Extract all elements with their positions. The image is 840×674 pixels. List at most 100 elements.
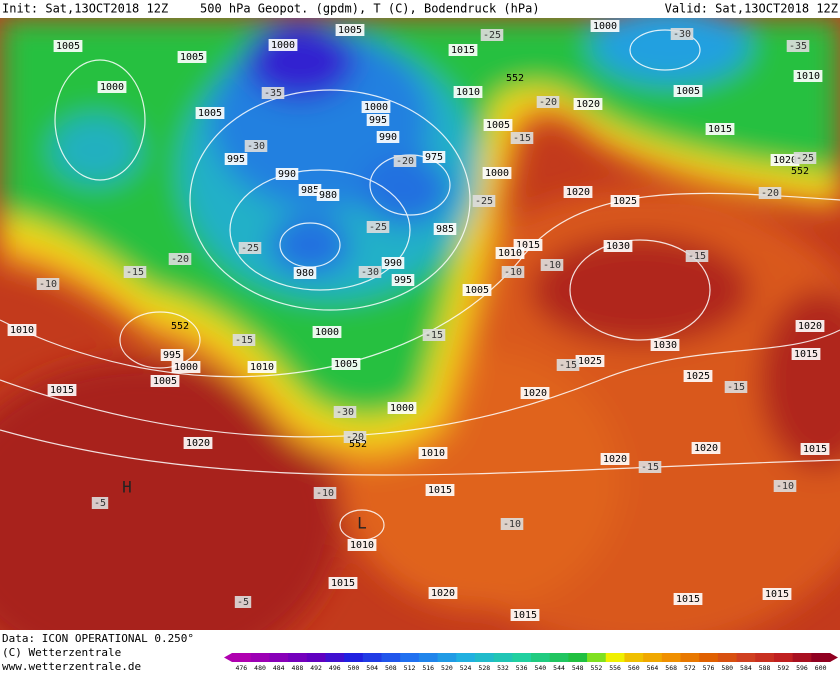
colorbar-label: 524 <box>460 664 472 672</box>
isobar-label: 1020 <box>576 99 600 110</box>
isobar-label: 1010 <box>456 87 480 98</box>
colorbar-label: 536 <box>516 664 528 672</box>
isobar-label-box <box>195 107 225 119</box>
colorbar-label: 560 <box>628 664 640 672</box>
isobar-label: 1000 <box>315 327 339 338</box>
colorbar-cell <box>512 653 532 662</box>
colorbar-cell <box>418 653 439 662</box>
temperature-label: -25 <box>483 30 501 41</box>
isobar-label-box <box>312 326 342 338</box>
colorbar-cell <box>811 653 831 662</box>
temperature-label-box <box>786 40 810 52</box>
geopotential-label: 552 <box>506 73 524 84</box>
temperature-label: -30 <box>336 407 354 418</box>
isobar-label-box <box>160 349 184 361</box>
isobar-label: 1015 <box>516 240 540 251</box>
colorbar-label: 584 <box>740 664 752 672</box>
temperature-label-box <box>685 250 709 262</box>
isobar-label: 1015 <box>765 589 789 600</box>
temperature-label: -15 <box>425 330 443 341</box>
isobar-label-box <box>433 223 457 235</box>
temperature-label: -35 <box>789 41 807 52</box>
isobar-label: 1015 <box>331 578 355 589</box>
isobar-label-box <box>316 189 340 201</box>
colorbar-label: 480 <box>254 664 266 672</box>
isobar-label-box <box>298 184 322 196</box>
temperature-label-box <box>244 140 268 152</box>
colorbar-cell <box>269 653 289 662</box>
colorbar-cell <box>381 653 401 662</box>
map-field: 1005 1005 1000 1005 1015 1000 1000 1010 1005 1010… <box>0 18 840 630</box>
colorbar-cell <box>680 653 700 662</box>
isobar-label-box <box>673 85 703 97</box>
temperature-label-box <box>422 329 446 341</box>
isobar-label-box <box>520 387 550 399</box>
isobar-label: 985 <box>301 185 319 196</box>
isobar-label: 1010 <box>421 448 445 459</box>
isobar-label-box <box>387 402 417 414</box>
valid-time: Valid: Sat,13OCT2018 12Z <box>665 2 838 16</box>
temperature-label: -5 <box>237 597 249 608</box>
geopotential-label: 552 <box>171 321 189 332</box>
colorbar-cell <box>474 653 495 662</box>
isobar-label: 1030 <box>606 241 630 252</box>
colorbar-label: 600 <box>815 664 827 672</box>
isobar-label-box <box>268 39 298 51</box>
isobar-label-box <box>462 284 492 296</box>
temperature-label: -10 <box>316 488 334 499</box>
init-time: Init: Sat,13OCT2018 12Z <box>2 2 168 16</box>
isobar-label: 1025 <box>578 356 602 367</box>
isobar-label-box <box>563 186 593 198</box>
isobar-label-box <box>800 443 830 455</box>
isobar-label-box <box>418 447 448 459</box>
temperature-label-box <box>234 596 252 608</box>
colorbar-label: 548 <box>572 664 584 672</box>
temperature-label-box <box>36 278 60 290</box>
high-marker: H <box>122 478 132 497</box>
isobar-label: 1030 <box>653 340 677 351</box>
colorbar-cell <box>792 653 812 662</box>
temperature-label: -25 <box>369 222 387 233</box>
isobar-label-box <box>224 153 248 165</box>
isobar-label: 1000 <box>593 21 617 32</box>
isobar-label-box <box>575 355 605 367</box>
isobar-label-box <box>770 154 800 166</box>
isobar-label: 1010 <box>796 71 820 82</box>
isobar-label: 1020 <box>566 187 590 198</box>
colorbar-cell <box>531 653 551 662</box>
colorbar-cell <box>288 653 308 662</box>
colorbar-label: 476 <box>235 664 247 672</box>
temperature-label-box <box>123 266 147 278</box>
colorbar-cell <box>344 653 364 662</box>
isobar-label-box <box>53 40 83 52</box>
isobar-label: 980 <box>296 268 314 279</box>
colorbar-cell <box>717 653 738 662</box>
isobar-label: 1015 <box>513 610 537 621</box>
isobar-label: 975 <box>425 152 443 163</box>
isobar-label: 1005 <box>334 359 358 370</box>
colorbar-label: 512 <box>404 664 416 672</box>
temperature-label-box <box>313 487 337 499</box>
isobar-label-box <box>691 442 721 454</box>
colorbar-label: 500 <box>348 664 360 672</box>
colorbar-label: 596 <box>796 664 808 672</box>
temperature-label: -10 <box>504 267 522 278</box>
colorbar-cell <box>437 653 457 662</box>
colorbar-label: 556 <box>609 664 621 672</box>
temperature-label-box <box>724 381 748 393</box>
colorbar: 476 480 484 488 492 496 500 504 508 512 516 520 524 5… <box>224 653 838 672</box>
isobar-label: 1020 <box>603 454 627 465</box>
copyright: (C) Wetterzentrale <box>2 646 121 659</box>
temperature-label-box <box>232 334 256 346</box>
temperature-label: -15 <box>727 382 745 393</box>
isobar-label-box <box>293 267 317 279</box>
isobar-label-box <box>150 375 180 387</box>
colorbar-label: 484 <box>273 664 285 672</box>
isobar-label: 1020 <box>186 438 210 449</box>
isobar-label-box <box>347 539 377 551</box>
isobar-label: 1020 <box>773 155 797 166</box>
isobar-label-box <box>391 274 415 286</box>
isobar-label-box <box>361 101 391 113</box>
colorbar-cell <box>549 653 569 662</box>
isobar-label: 1005 <box>153 376 177 387</box>
